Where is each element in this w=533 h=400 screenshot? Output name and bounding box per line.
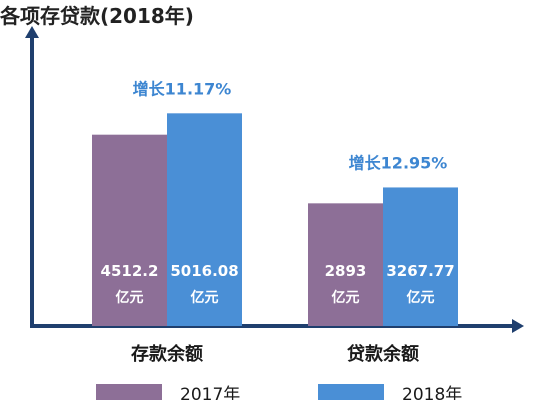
bar bbox=[92, 134, 167, 326]
category-label: 贷款余额 bbox=[347, 343, 419, 365]
chart-labels: 4512.2 亿元 5016.08 亿元 增长11.17% 存款余额 2893 亿元 3267.… bbox=[101, 79, 455, 365]
bar-value-label: 3267.77 bbox=[386, 262, 454, 280]
legend-swatch bbox=[96, 384, 162, 400]
legend-swatch bbox=[318, 384, 384, 400]
y-axis-arrow bbox=[25, 26, 39, 38]
bar-value-label: 4512.2 bbox=[101, 262, 159, 280]
chart-legend: 2017年 2018年 bbox=[96, 384, 462, 400]
bar-value-label: 5016.08 bbox=[170, 262, 238, 280]
legend-label: 2017年 bbox=[180, 385, 240, 400]
bar-unit-label: 亿元 bbox=[116, 289, 144, 306]
bar bbox=[383, 187, 458, 326]
chart-title: 各项存贷款(2018年) bbox=[0, 4, 194, 28]
bar-unit-label: 亿元 bbox=[191, 289, 219, 306]
bar bbox=[308, 203, 383, 326]
legend-label: 2018年 bbox=[402, 385, 462, 400]
x-axis-arrow bbox=[512, 319, 524, 333]
category-label: 存款余额 bbox=[131, 343, 203, 365]
growth-label: 增长12.95% bbox=[349, 153, 448, 172]
chart-bars bbox=[92, 113, 458, 326]
growth-label: 增长11.17% bbox=[133, 79, 232, 98]
bar-value-label: 2893 bbox=[325, 262, 367, 280]
bar-unit-label: 亿元 bbox=[407, 289, 435, 306]
bar bbox=[167, 113, 242, 326]
bar-unit-label: 亿元 bbox=[332, 289, 360, 306]
